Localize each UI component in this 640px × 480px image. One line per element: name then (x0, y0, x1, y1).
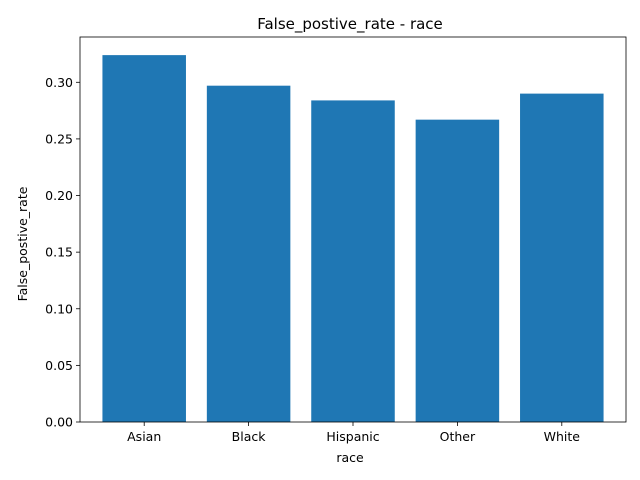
bar-hispanic (311, 100, 395, 422)
y-axis: 0.00 0.05 0.10 0.15 0.20 0.25 0.30 (45, 75, 80, 430)
x-tick-label: Asian (127, 429, 161, 444)
x-axis-label: race (336, 450, 364, 465)
plot-frame (79, 36, 627, 423)
x-tick-label: Hispanic (326, 429, 379, 444)
bar-other (415, 119, 500, 422)
y-tick-label: 0.25 (45, 131, 73, 146)
bar-white (520, 93, 604, 423)
bar-asian (102, 55, 186, 423)
bars-layer (102, 55, 604, 423)
chart-title: False_postive_rate - race (257, 15, 443, 34)
bar-black (206, 85, 291, 422)
x-tick-label: Other (440, 429, 476, 444)
x-axis: Asian Black Hispanic Other White (127, 422, 580, 444)
y-axis-label: False_postive_rate (15, 186, 30, 301)
y-tick-label: 0.05 (45, 358, 73, 373)
y-tick-label: 0.00 (45, 415, 73, 430)
y-tick-label: 0.20 (45, 188, 73, 203)
x-tick-label: White (544, 429, 581, 444)
y-tick-label: 0.30 (45, 75, 73, 90)
y-tick-label: 0.15 (45, 245, 73, 260)
y-tick-label: 0.10 (45, 301, 73, 316)
x-tick-label: Black (232, 429, 267, 444)
